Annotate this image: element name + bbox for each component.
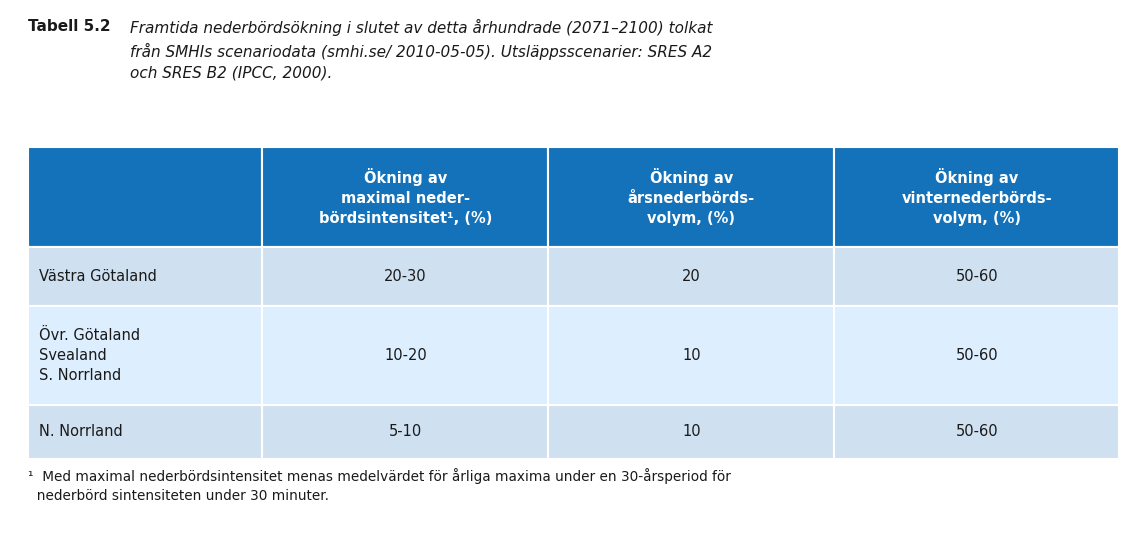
Text: 20-30: 20-30: [384, 269, 427, 284]
Text: Ökning av
årsnederbörds-
volym, (%): Ökning av årsnederbörds- volym, (%): [627, 168, 755, 226]
Text: ¹  Med maximal nederbördsintensitet menas medelvärdet för årliga maxima under en: ¹ Med maximal nederbördsintensitet menas…: [28, 468, 731, 504]
Text: Övr. Götaland
Svealand
S. Norrland: Övr. Götaland Svealand S. Norrland: [39, 327, 140, 384]
Text: 10-20: 10-20: [384, 348, 427, 363]
Text: 10: 10: [682, 425, 701, 439]
Text: 50-60: 50-60: [955, 425, 998, 439]
Text: Ökning av
maximal neder-
bördsintensitet¹, (%): Ökning av maximal neder- bördsintensitet…: [319, 168, 492, 226]
Text: 10: 10: [682, 348, 701, 363]
Text: 50-60: 50-60: [955, 348, 998, 363]
Text: 20: 20: [682, 269, 701, 284]
Text: Ökning av
vinternederbörds-
volym, (%): Ökning av vinternederbörds- volym, (%): [902, 168, 1052, 226]
Text: Framtida nederbördsökning i slutet av detta århundrade (2071–2100) tolkat
från S: Framtida nederbördsökning i slutet av de…: [130, 19, 712, 80]
Text: 5-10: 5-10: [389, 425, 422, 439]
Text: Västra Götaland: Västra Götaland: [39, 269, 157, 284]
Text: N. Norrland: N. Norrland: [39, 425, 123, 439]
Text: 50-60: 50-60: [955, 269, 998, 284]
Text: Tabell 5.2: Tabell 5.2: [28, 19, 110, 35]
